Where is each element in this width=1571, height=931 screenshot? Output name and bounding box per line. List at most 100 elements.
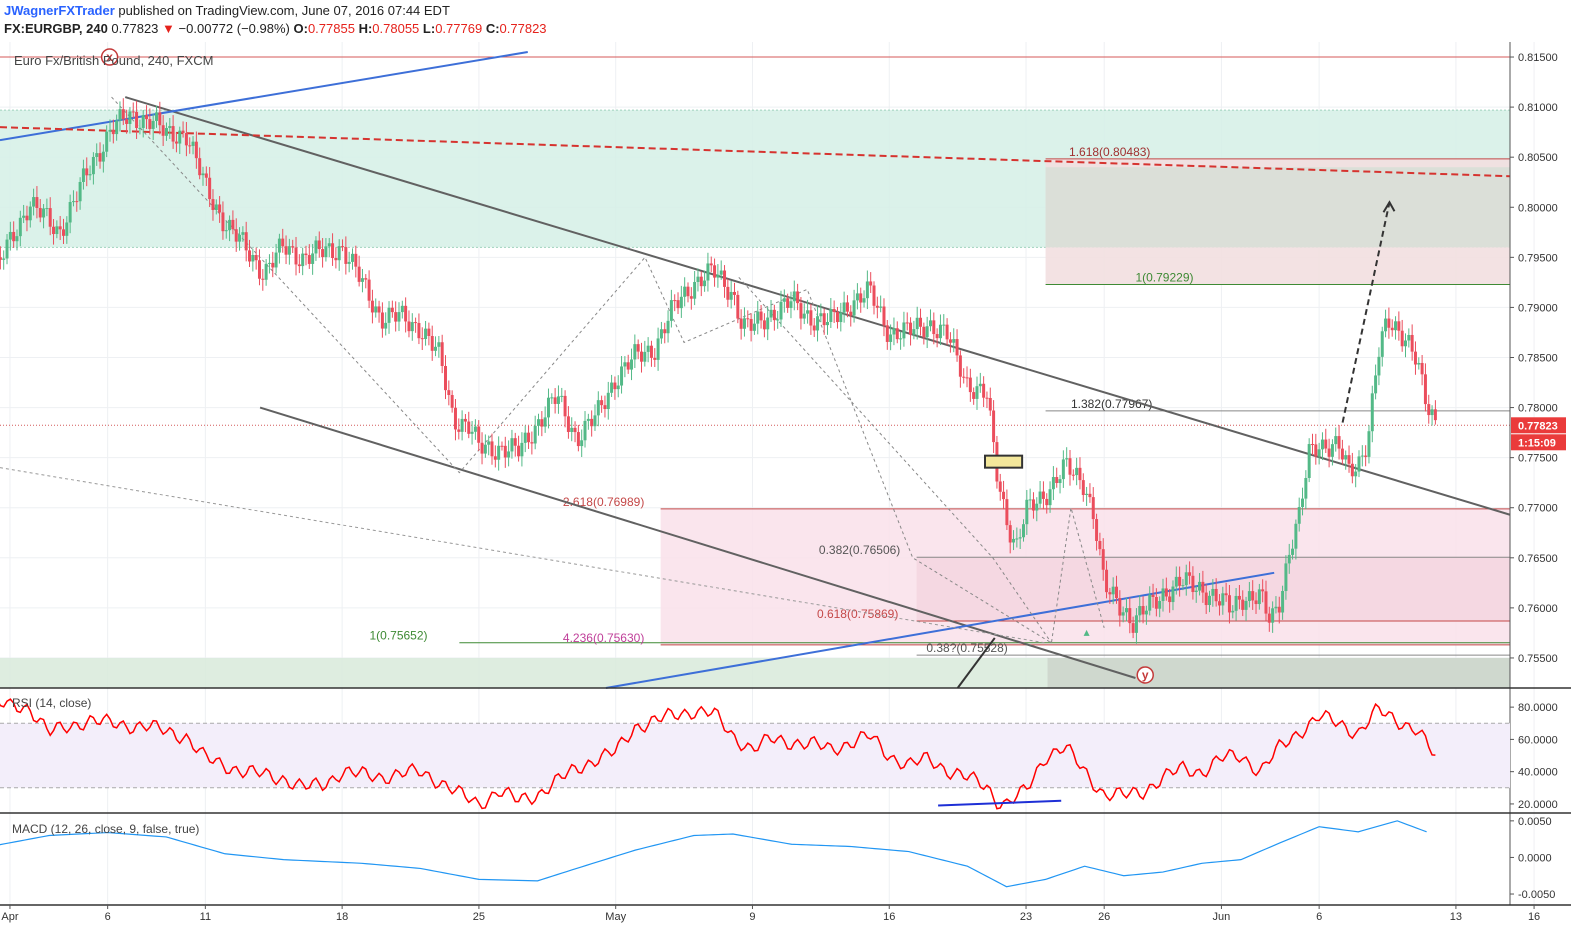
candle-body — [1257, 589, 1261, 605]
candle-body — [822, 313, 826, 326]
candle-body — [590, 418, 594, 427]
price-tick-label: 0.76000 — [1518, 603, 1558, 615]
candle-body — [626, 362, 630, 370]
candle-body — [1264, 591, 1268, 614]
candle-body — [1364, 455, 1368, 457]
candle-body — [321, 249, 325, 258]
time-tick-label: 23 — [1020, 911, 1032, 923]
candle-body — [347, 261, 351, 264]
candle-body — [992, 410, 996, 443]
red-dashed-resistance — [0, 126, 1511, 178]
candle-body — [1198, 581, 1202, 591]
time-tick-label: Jun — [1213, 911, 1231, 923]
candle-body — [1018, 537, 1022, 539]
candle-body — [699, 276, 703, 287]
down-triangle-icon: ▼ — [162, 21, 175, 36]
time-tick-label: 11 — [200, 911, 211, 923]
candle-body — [649, 345, 653, 358]
candle-body — [337, 246, 341, 261]
up-triangle-icon — [1083, 629, 1090, 636]
demand-zone-overlap — [1047, 657, 1510, 688]
wave-zigzag — [111, 96, 1105, 644]
time-tick-label: 6 — [105, 911, 111, 923]
candle-body — [1025, 499, 1029, 525]
candle-body — [1367, 431, 1371, 457]
candle-body — [779, 301, 783, 320]
candle-body — [839, 312, 843, 323]
candle-body — [1144, 610, 1148, 615]
candle-body — [8, 231, 12, 240]
candle-body — [88, 174, 92, 176]
candle-body — [766, 317, 770, 330]
candle-body — [925, 326, 929, 338]
candle-body — [809, 310, 813, 326]
candle-body — [1131, 623, 1135, 633]
candle-body — [1284, 563, 1288, 592]
candle-body — [852, 300, 856, 316]
candle-body — [434, 346, 438, 351]
countdown-badge — [1511, 434, 1566, 451]
high-value: 0.78055 — [372, 21, 420, 36]
candle-body — [566, 416, 570, 432]
candle-body — [1035, 503, 1039, 511]
time-tick-label: Apr — [1, 911, 18, 923]
candle-body — [1098, 540, 1102, 550]
candle-body — [1227, 595, 1231, 613]
candle-body — [1191, 575, 1195, 593]
price-tick-label: 0.78500 — [1518, 352, 1558, 364]
candle-body — [736, 294, 740, 319]
candle-body — [1337, 436, 1341, 449]
candle-body — [1115, 586, 1119, 599]
candle-body — [453, 407, 457, 430]
candle-body — [689, 296, 693, 299]
wave-circle — [100, 48, 119, 66]
candle-body — [543, 417, 547, 427]
candle-body — [786, 298, 790, 308]
candle-body — [241, 232, 245, 235]
candle-body — [145, 115, 149, 120]
candle-body — [945, 324, 949, 340]
candle-body — [483, 444, 487, 454]
candle-body — [922, 326, 926, 338]
candle-body — [537, 419, 541, 426]
candle-body — [138, 127, 142, 129]
rsi-title: RSI (14, close) — [12, 696, 91, 710]
candle-body — [1134, 615, 1138, 633]
candle-body — [118, 109, 122, 121]
candle-body — [400, 305, 404, 313]
candle-body — [1254, 600, 1258, 605]
candle-body — [317, 240, 321, 250]
candle-body — [892, 328, 896, 335]
fib-annotation-label: 4.236(0.75630) — [563, 631, 644, 645]
candle-body — [437, 342, 441, 347]
countdown-label: 1:15:09 — [1518, 437, 1556, 449]
candle-body — [271, 262, 275, 268]
candle-body — [1301, 498, 1305, 508]
candle-body — [1314, 444, 1318, 457]
candle-body — [224, 230, 228, 232]
candle-body — [573, 427, 577, 433]
candle-body — [1201, 581, 1205, 593]
author-link[interactable]: JWagnerFXTrader — [4, 3, 115, 18]
candle-body — [1344, 455, 1348, 460]
candle-body — [1121, 612, 1125, 616]
candle-body — [1397, 321, 1401, 331]
candle-body — [42, 208, 46, 218]
candle-body — [85, 168, 89, 176]
candle-body — [148, 119, 152, 129]
candle-body — [228, 219, 232, 231]
candle-body — [424, 328, 428, 340]
candle-body — [178, 130, 182, 144]
candle-body — [620, 366, 624, 386]
candle-body — [600, 400, 604, 406]
candle-body — [1008, 525, 1012, 543]
candle-body — [576, 432, 580, 447]
candle-body — [55, 226, 59, 235]
candle-body — [1244, 600, 1248, 610]
candle-body — [1168, 596, 1172, 603]
time-tick-label: 18 — [336, 911, 348, 923]
candle-body — [377, 306, 381, 313]
candle-body — [344, 247, 348, 264]
candle-body — [135, 111, 139, 128]
